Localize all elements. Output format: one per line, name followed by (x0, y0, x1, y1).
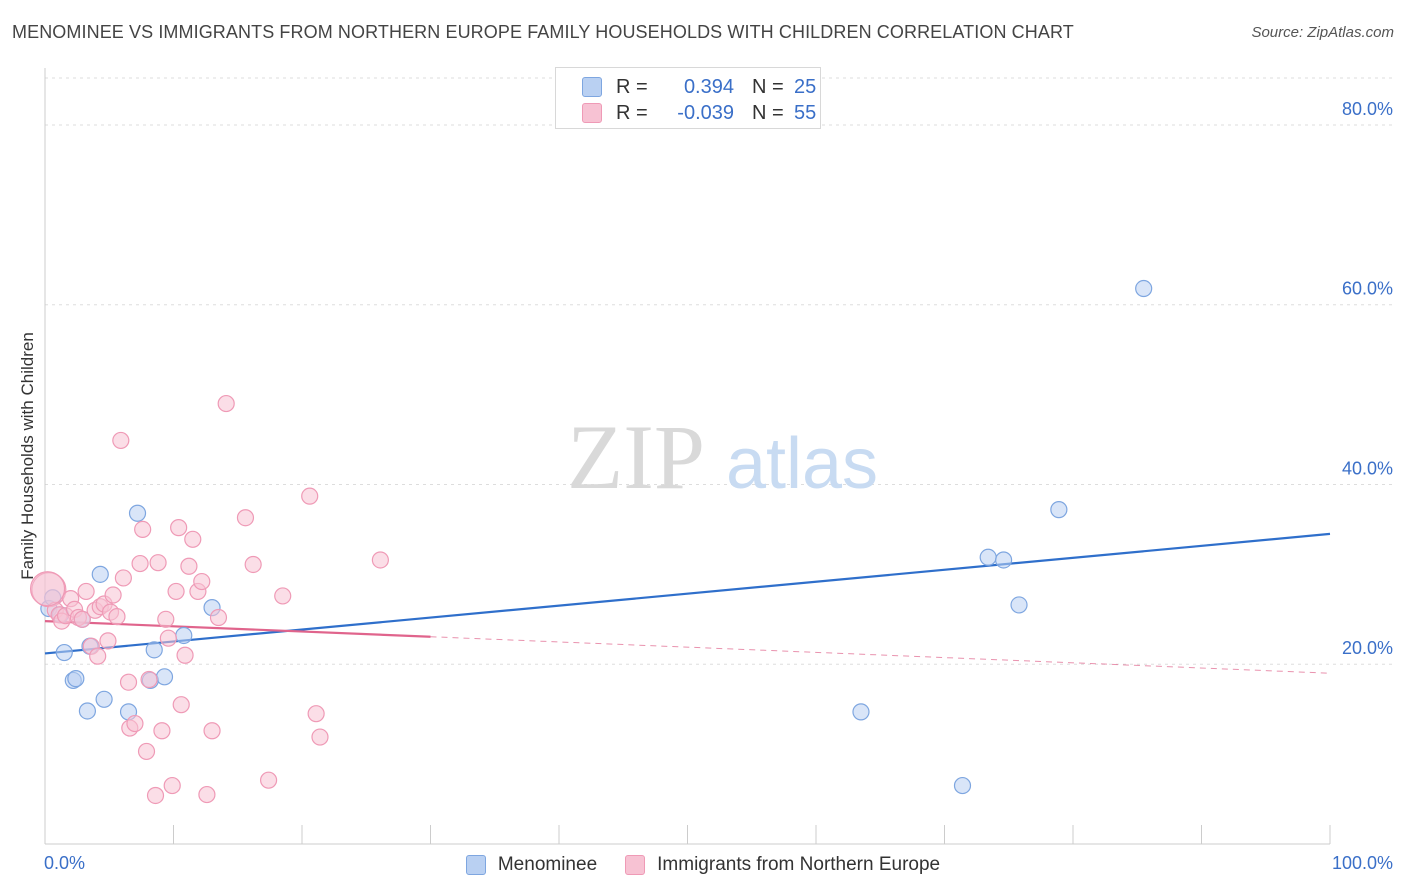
immigrants-point (119, 673, 138, 691)
correlation-legend: R = 0.394 N = 25 R = -0.039 N = 55 (555, 67, 821, 129)
immigrants-point (104, 586, 122, 604)
y-axis-title: Family Households with Children (18, 332, 37, 580)
menominee-point (1050, 501, 1068, 519)
legend-row-menominee: R = 0.394 N = 25 (582, 75, 816, 99)
watermark: ZIP atlas (567, 406, 878, 508)
immigrants-point (114, 569, 132, 587)
menominee-point (155, 668, 174, 686)
immigrants-point (371, 551, 389, 569)
legend-swatch-menominee (582, 77, 602, 97)
immigrants-point (184, 530, 202, 548)
immigrants-point (126, 714, 144, 733)
immigrants-point (236, 509, 255, 527)
series-legend: Menominee Immigrants from Northern Europ… (0, 852, 1406, 878)
immigrants-point (99, 632, 117, 650)
immigrants-point (167, 582, 185, 601)
immigrants-point (131, 554, 149, 573)
legend-n-value: 25 (794, 75, 817, 98)
immigrants-point (163, 776, 181, 795)
immigrants-trend-line-extension (430, 636, 1331, 674)
immigrants-point (311, 728, 329, 746)
menominee-point (995, 551, 1013, 569)
legend-r-label: R = (616, 101, 648, 124)
legend-row-immigrants: R = -0.039 N = 55 (582, 101, 816, 125)
trend-lines (44, 532, 1331, 674)
menominee-point (145, 641, 163, 659)
legend-n-label: N = (752, 75, 784, 98)
immigrants-point (112, 431, 130, 450)
x-tick-labels: 0.0% 100.0% (44, 853, 1393, 873)
y-tick-label: 20.0% (1342, 638, 1393, 658)
immigrants-point (203, 722, 221, 740)
immigrants-point (73, 610, 91, 628)
menominee-point (55, 643, 73, 662)
immigrants-point (193, 572, 211, 591)
legend-r-value: -0.039 (677, 101, 734, 124)
y-tick-label: 40.0% (1342, 458, 1393, 478)
axes (44, 68, 1331, 845)
immigrants-point (244, 555, 262, 574)
grid-lines (45, 77, 1392, 665)
immigrants-point (274, 587, 292, 605)
menominee-point (953, 776, 972, 795)
immigrants-point (77, 582, 95, 601)
immigrants-point (140, 670, 158, 689)
immigrants-point (198, 785, 216, 804)
series-legend-immigrants: Immigrants from Northern Europe (625, 854, 940, 876)
series-swatch-menominee (465, 855, 486, 875)
immigrants-point (217, 394, 235, 413)
legend-r-value: 0.394 (683, 75, 734, 98)
watermark-zip: ZIP (567, 406, 705, 508)
series-label-menominee: Menominee (497, 854, 598, 875)
series-label-immigrants: Immigrants from Northern Europe (657, 854, 941, 875)
immigrants-point (157, 610, 175, 628)
immigrants-point (176, 646, 194, 664)
menominee-point (1010, 596, 1028, 614)
legend-n-label: N = (752, 101, 784, 124)
x-tick-label: 100.0% (1332, 853, 1393, 873)
immigrants-trend-line (44, 619, 431, 638)
immigrants-point (159, 629, 177, 647)
immigrants-point (29, 571, 66, 607)
immigrants-point (172, 696, 190, 714)
menominee-point (1135, 279, 1153, 298)
menominee-point (67, 670, 85, 688)
menominee-trend-line (44, 532, 1331, 655)
immigrants-point (146, 786, 165, 805)
immigrants-point (89, 647, 107, 665)
immigrants-point (153, 722, 171, 740)
menominee-point (128, 504, 147, 522)
immigrants-point (137, 742, 156, 761)
menominee-point (78, 702, 97, 720)
immigrants-point (209, 608, 228, 627)
menominee-point (95, 690, 113, 708)
legend-swatch-immigrants (582, 103, 602, 123)
legend-n-value: 55 (794, 101, 817, 124)
menominee-point (175, 626, 193, 645)
immigrants-point (108, 607, 126, 626)
y-tick-label: 60.0% (1342, 279, 1393, 299)
series-legend-menominee: Menominee (465, 854, 598, 876)
chart-source: Source: ZipAtlas.com (1251, 24, 1394, 41)
x-tick-label: 0.0% (44, 853, 85, 873)
menominee-point (979, 548, 997, 566)
chart-title: MENOMINEE VS IMMIGRANTS FROM NORTHERN EU… (12, 22, 1074, 42)
data-points (29, 279, 1153, 805)
immigrants-point (170, 519, 188, 537)
menominee-point (91, 565, 109, 583)
y-tick-labels: 20.0% 40.0% 60.0% 80.0% (1342, 99, 1393, 658)
y-tick-label: 80.0% (1342, 99, 1393, 119)
series-swatch-immigrants (625, 855, 646, 875)
immigrants-point (134, 520, 152, 539)
immigrants-point (180, 557, 198, 575)
immigrants-point (301, 487, 319, 505)
legend-r-label: R = (616, 75, 648, 98)
immigrants-point (259, 771, 278, 789)
immigrants-point (149, 554, 167, 572)
immigrants-point (307, 705, 325, 723)
watermark-atlas: atlas (726, 424, 878, 504)
menominee-point (852, 703, 870, 721)
